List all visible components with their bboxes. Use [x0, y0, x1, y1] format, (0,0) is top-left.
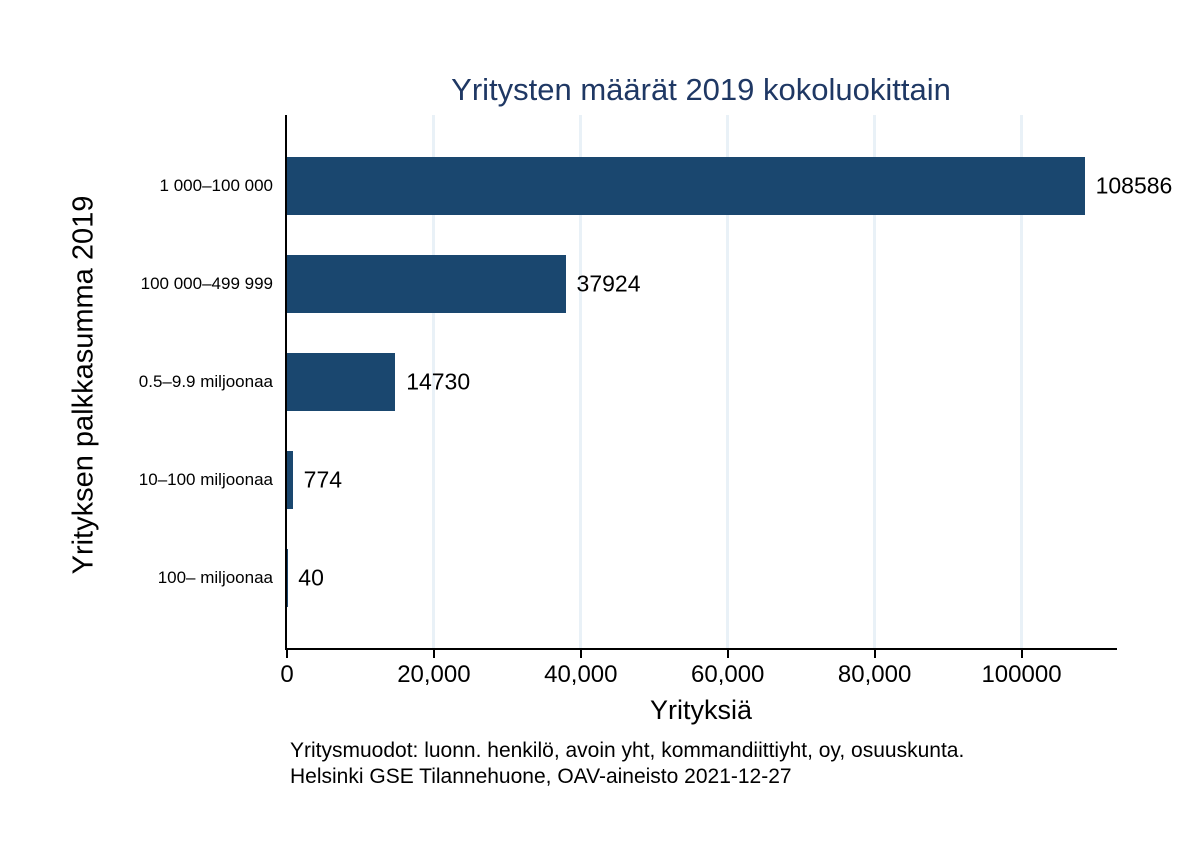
x-tick	[286, 650, 288, 658]
x-axis-title: Yrityksiä	[649, 695, 752, 725]
category-label: 100– miljoonaa	[157, 568, 273, 587]
gridline	[1020, 115, 1023, 648]
x-tick	[726, 650, 729, 658]
x-tick-label: 40,000	[544, 661, 618, 688]
category-label: 10–100 miljoonaa	[138, 470, 273, 489]
plot-area	[285, 115, 1117, 650]
note-line-2: Helsinki GSE Tilannehuone, OAV-aineisto …	[290, 765, 792, 788]
x-tick-label: 80,000	[837, 661, 912, 688]
x-tick	[432, 650, 435, 658]
gridline	[726, 115, 730, 648]
category-label: 1 000–100 000	[159, 176, 273, 195]
x-tick-label: 20,000	[397, 661, 471, 688]
x-tick	[1020, 650, 1023, 658]
x-tick-label: 100000	[981, 661, 1062, 688]
x-tick	[579, 650, 582, 658]
x-tick-label: 0	[280, 661, 294, 688]
value-label: 14730	[406, 368, 471, 395]
value-label: 108586	[1095, 172, 1173, 199]
value-label: 774	[303, 466, 343, 493]
value-label: 40	[298, 564, 324, 591]
category-label: 0.5–9.9 miljoonaa	[138, 372, 273, 391]
note-line-1: Yritysmuodot: luonn. henkilö, avoin yht,…	[290, 739, 965, 762]
gridline	[579, 115, 583, 648]
y-axis-title: Yrityksen palkkasumma 2019	[67, 195, 100, 575]
gridline	[432, 115, 436, 648]
x-tick	[873, 650, 876, 658]
bar	[287, 451, 293, 509]
category-label: 100 000–499 999	[140, 274, 273, 293]
gridline	[873, 115, 877, 648]
bar	[287, 157, 1085, 215]
x-tick-label: 60,000	[691, 661, 765, 688]
chart-notes: Yritysmuodot: luonn. henkilö, avoin yht,…	[290, 738, 964, 790]
bar	[287, 353, 396, 411]
value-label: 37924	[576, 270, 641, 297]
bar	[287, 255, 566, 313]
chart-title: Yritysten määrät 2019 kokoluokittain	[451, 72, 951, 107]
